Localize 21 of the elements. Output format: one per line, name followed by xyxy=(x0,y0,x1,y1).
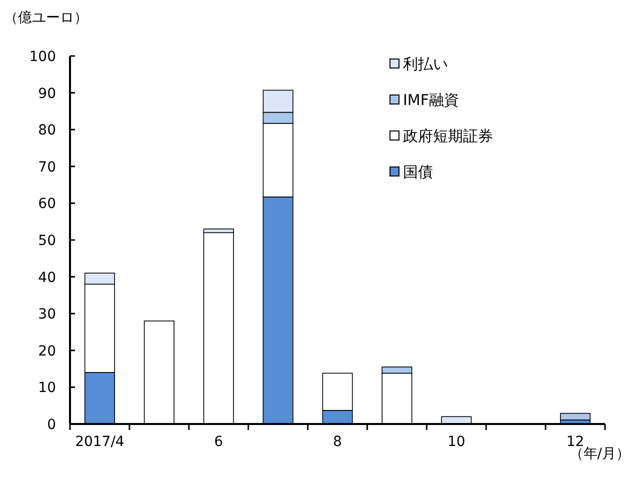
legend-label: IMF融資 xyxy=(403,91,459,109)
y-tick-label: 100 xyxy=(29,49,56,65)
x-tick-label: 8 xyxy=(333,434,342,450)
y-tick-label: 30 xyxy=(38,306,56,323)
y-tick-label: 10 xyxy=(38,380,56,396)
y-tick-label: 70 xyxy=(38,159,56,176)
y-axis-title: （億ユーロ） xyxy=(4,10,88,26)
y-tick-label: 60 xyxy=(38,196,56,212)
y-tick-label: 40 xyxy=(38,270,56,286)
bar xyxy=(560,412,591,420)
y-tick-label: 20 xyxy=(38,343,56,360)
y-tick-label: 80 xyxy=(38,122,56,139)
y-tick-label: 90 xyxy=(38,86,56,102)
legend-label: 政府短期証券 xyxy=(403,127,493,145)
x-tick-label: 2017/4 xyxy=(75,434,124,450)
legend-label: 国債 xyxy=(403,163,433,181)
y-tick-label: 0 xyxy=(47,417,56,433)
x-tick-label: 6 xyxy=(214,434,224,450)
legend-label: 利払い xyxy=(403,55,448,73)
x-tick-label: 10 xyxy=(447,434,466,450)
y-tick-label: 50 xyxy=(38,233,56,249)
